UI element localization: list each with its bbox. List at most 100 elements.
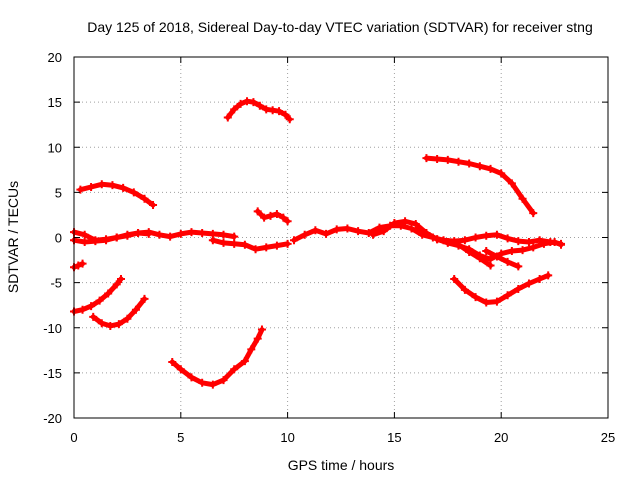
data-point bbox=[255, 101, 264, 110]
data-point bbox=[550, 238, 559, 247]
data-point bbox=[514, 237, 523, 246]
y-axis-label: SDTVAR / TECUs bbox=[5, 181, 21, 293]
data-point bbox=[260, 213, 269, 222]
data-point bbox=[275, 107, 284, 116]
data-point bbox=[343, 224, 352, 233]
data-point bbox=[290, 236, 299, 245]
data-point bbox=[475, 251, 484, 260]
x-tick-label: 5 bbox=[177, 430, 184, 445]
data-point bbox=[102, 236, 111, 245]
data-point bbox=[123, 314, 132, 323]
data-point bbox=[524, 238, 533, 247]
y-tick-label: -10 bbox=[43, 321, 62, 336]
data-point bbox=[465, 245, 474, 254]
data-point bbox=[208, 236, 217, 245]
data-point bbox=[518, 246, 527, 255]
data-point bbox=[134, 228, 143, 237]
data-point bbox=[155, 230, 164, 239]
x-tick-label: 25 bbox=[601, 430, 615, 445]
data-point bbox=[401, 217, 410, 226]
data-point bbox=[166, 232, 175, 241]
data-point bbox=[311, 226, 320, 235]
x-tick-label: 0 bbox=[70, 430, 77, 445]
data-point bbox=[433, 235, 442, 244]
data-point bbox=[198, 378, 207, 387]
data-point bbox=[76, 185, 85, 194]
data-point bbox=[116, 275, 125, 284]
data-point bbox=[475, 162, 484, 171]
y-tick-label: 20 bbox=[48, 50, 62, 65]
series-line-tail-right bbox=[483, 248, 521, 269]
data-point bbox=[482, 298, 491, 307]
data-point bbox=[281, 110, 290, 119]
y-tick-label: 15 bbox=[48, 95, 62, 110]
data-point bbox=[272, 210, 281, 219]
data-point bbox=[129, 188, 138, 197]
data-point bbox=[492, 230, 501, 239]
x-tick-label: 10 bbox=[280, 430, 294, 445]
data-point bbox=[518, 194, 527, 203]
data-point bbox=[529, 209, 538, 218]
data-point bbox=[443, 155, 452, 164]
data-point bbox=[253, 207, 262, 216]
data-point bbox=[78, 259, 87, 268]
data-point bbox=[80, 238, 89, 247]
data-point bbox=[257, 325, 266, 334]
data-point bbox=[198, 228, 207, 237]
data-point bbox=[486, 255, 495, 264]
series-line-arc-bottom-dip bbox=[169, 327, 265, 388]
data-point bbox=[279, 213, 288, 222]
y-tick-label: 0 bbox=[55, 231, 62, 246]
data-point bbox=[140, 194, 149, 203]
data-point bbox=[544, 271, 553, 280]
data-point bbox=[230, 232, 239, 241]
data-point bbox=[503, 234, 512, 243]
data-point bbox=[471, 233, 480, 242]
data-point bbox=[97, 180, 106, 189]
data-point bbox=[482, 247, 491, 256]
data-point bbox=[492, 252, 501, 261]
x-axis-label: GPS time / hours bbox=[288, 457, 395, 473]
data-point bbox=[251, 245, 260, 254]
data-point bbox=[460, 285, 469, 294]
data-point bbox=[471, 293, 480, 302]
data-point bbox=[91, 237, 100, 246]
data-point bbox=[78, 305, 87, 314]
data-point bbox=[131, 305, 140, 314]
data-point bbox=[529, 243, 538, 252]
data-point bbox=[208, 380, 217, 389]
y-tick-label: -5 bbox=[50, 276, 62, 291]
data-point bbox=[114, 320, 123, 329]
data-point bbox=[80, 230, 89, 239]
data-point bbox=[465, 159, 474, 168]
series-group bbox=[70, 97, 566, 389]
data-point bbox=[106, 321, 115, 330]
data-point bbox=[497, 169, 506, 178]
data-point bbox=[230, 105, 239, 114]
data-point bbox=[507, 179, 516, 188]
y-tick-label: -15 bbox=[43, 366, 62, 381]
data-point bbox=[283, 239, 292, 248]
data-point bbox=[144, 229, 153, 238]
data-point bbox=[236, 99, 245, 108]
data-point bbox=[369, 230, 378, 239]
data-point bbox=[187, 373, 196, 382]
data-point bbox=[422, 229, 431, 238]
series-line-arc-right-low bbox=[451, 272, 551, 305]
data-point bbox=[433, 154, 442, 163]
data-point bbox=[454, 241, 463, 250]
data-point bbox=[492, 297, 501, 306]
data-point bbox=[539, 239, 548, 248]
data-point bbox=[149, 201, 158, 210]
data-point bbox=[300, 230, 309, 239]
data-point bbox=[460, 236, 469, 245]
data-point bbox=[443, 238, 452, 247]
data-point bbox=[411, 225, 420, 234]
y-tick-label: -20 bbox=[43, 411, 62, 426]
data-point bbox=[332, 225, 341, 234]
data-point bbox=[422, 154, 431, 163]
data-point bbox=[104, 289, 113, 298]
data-point bbox=[219, 376, 228, 385]
data-point bbox=[123, 230, 132, 239]
